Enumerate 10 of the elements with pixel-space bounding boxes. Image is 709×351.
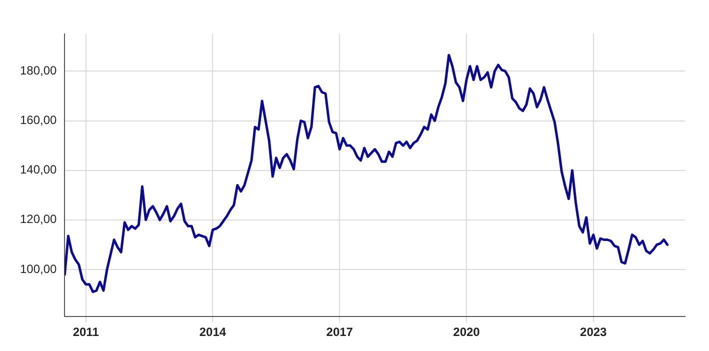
x-tick-label: 2014 [199,325,226,340]
x-tick-label: 2017 [326,325,354,340]
x-tick-label: 2011 [72,325,100,340]
y-tick-label: 100,00 [20,262,58,276]
y-tick-label: 180,00 [20,63,58,78]
x-tick-label: 2020 [453,325,480,340]
y-tick-label: 120,00 [20,212,58,226]
x-tick-label: 2023 [580,325,608,340]
y-tick-label: 160,00 [20,113,58,128]
y-tick-label: 140,00 [20,162,58,177]
